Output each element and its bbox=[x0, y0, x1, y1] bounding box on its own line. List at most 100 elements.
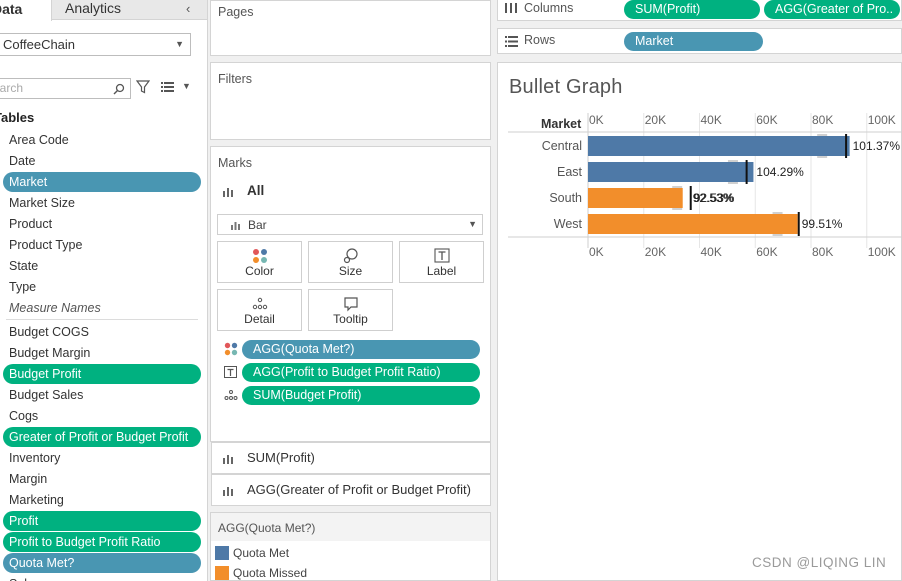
field-date[interactable]: Date bbox=[9, 154, 36, 168]
field-measure-names[interactable]: Measure Names bbox=[9, 301, 101, 315]
label-text-icon bbox=[224, 366, 237, 378]
x-tick-bottom: 40K bbox=[701, 245, 722, 259]
chevron-down-icon: ▼ bbox=[175, 39, 184, 49]
field-divider bbox=[6, 319, 198, 320]
bullet-chart[interactable]: Market 0K 0K 20K 20K 40K 40K 60K 60K 80K 80K 100K 10… bbox=[498, 63, 902, 581]
data-pane: Data Analytics ‹ CoffeeChain ▼ Search ▼ … bbox=[0, 0, 208, 581]
field-greater-of-profit-or-budget-profit[interactable]: Greater of Profit or Budget Profit bbox=[3, 427, 201, 447]
label-text-icon bbox=[434, 248, 450, 263]
marks-sum-profit-label: SUM(Profit) bbox=[247, 450, 315, 465]
legend-item[interactable]: Quota Missed bbox=[215, 565, 485, 581]
search-icon[interactable] bbox=[113, 83, 125, 95]
marks-greater-profit[interactable]: AGG(Greater of Profit or Budget Profit) bbox=[211, 474, 491, 506]
category-label: South bbox=[549, 191, 582, 205]
mark-type-label: Bar bbox=[248, 218, 267, 232]
x-tick-bottom: 80K bbox=[812, 245, 833, 259]
rows-shelf[interactable]: Rows Market bbox=[497, 28, 902, 54]
marks-pill-profit-ratio[interactable]: AGG(Profit to Budget Profit Ratio) bbox=[242, 363, 480, 382]
collapse-pane-icon[interactable]: ‹ bbox=[186, 1, 191, 16]
chevron-down-icon[interactable]: ▼ bbox=[182, 81, 191, 91]
x-tick-bottom: 60K bbox=[756, 245, 777, 259]
category-label: West bbox=[554, 217, 583, 231]
datasource-label: CoffeeChain bbox=[3, 37, 76, 52]
field-state[interactable]: State bbox=[9, 259, 39, 273]
columns-icon bbox=[505, 3, 517, 13]
field-cogs[interactable]: Cogs bbox=[9, 409, 39, 423]
sheet-title: Bullet Graph bbox=[509, 76, 623, 98]
view-toggle-icon[interactable] bbox=[161, 81, 175, 93]
bar-chart-icon bbox=[231, 222, 240, 230]
filters-card[interactable]: Filters bbox=[210, 62, 491, 140]
field-market-size[interactable]: Market Size bbox=[9, 196, 75, 210]
color-button[interactable]: Color bbox=[217, 241, 302, 283]
field-product[interactable]: Product bbox=[9, 217, 53, 231]
search-placeholder: Search bbox=[0, 81, 24, 95]
field-budget-sales[interactable]: Budget Sales bbox=[9, 388, 84, 402]
field-type[interactable]: Type bbox=[9, 280, 37, 294]
marks-sum-profit[interactable]: SUM(Profit) bbox=[211, 442, 491, 474]
color-dots-icon bbox=[253, 249, 267, 263]
legend-header[interactable]: AGG(Quota Met?) bbox=[211, 513, 490, 541]
field-area-code[interactable]: Area Code bbox=[9, 133, 69, 147]
color-dots-icon bbox=[224, 342, 238, 356]
x-tick-top: 40K bbox=[701, 113, 722, 127]
bar-west bbox=[588, 214, 798, 234]
detail-button[interactable]: Detail bbox=[217, 289, 302, 331]
size-button[interactable]: Size bbox=[308, 241, 393, 283]
x-tick-top: 100K bbox=[868, 113, 896, 127]
field-quota-met[interactable]: Quota Met? bbox=[3, 553, 201, 573]
field-marketing[interactable]: Marketing bbox=[9, 493, 64, 507]
detail-dots-icon bbox=[252, 297, 268, 310]
bar-south bbox=[588, 188, 683, 208]
row-header-label: Market bbox=[541, 117, 582, 131]
field-sales[interactable]: Sales bbox=[9, 574, 40, 581]
tab-analytics[interactable]: Analytics bbox=[65, 0, 122, 16]
datasource-select[interactable]: CoffeeChain ▼ bbox=[0, 33, 191, 56]
rows-pill-market[interactable]: Market bbox=[624, 32, 763, 51]
watermark: CSDN @LIQING LIN bbox=[752, 555, 887, 570]
legend-swatch bbox=[215, 546, 229, 560]
field-margin[interactable]: Margin bbox=[9, 472, 48, 486]
data-label: 92.53% bbox=[694, 191, 735, 205]
field-budget-margin[interactable]: Budget Margin bbox=[9, 346, 91, 360]
legend-swatch bbox=[215, 566, 229, 580]
mark-type-select[interactable]: Bar ▼ bbox=[217, 214, 483, 235]
field-budget-profit[interactable]: Budget Profit bbox=[3, 364, 201, 384]
x-tick-top: 80K bbox=[812, 113, 833, 127]
data-label: 101.37% bbox=[853, 139, 901, 153]
field-budget-cogs[interactable]: Budget COGS bbox=[9, 325, 89, 339]
columns-shelf[interactable]: Columns SUM(Profit) AGG(Greater of Pro.. bbox=[497, 0, 902, 21]
marks-all-label[interactable]: All bbox=[247, 183, 265, 198]
label-button[interactable]: Label bbox=[399, 241, 484, 283]
legend-label: Quota Met bbox=[233, 546, 290, 560]
size-button-label: Size bbox=[338, 264, 363, 278]
search-input[interactable]: Search bbox=[0, 78, 131, 99]
x-tick-bottom: 20K bbox=[645, 245, 666, 259]
pages-title: Pages bbox=[218, 5, 254, 19]
bar-chart-icon bbox=[223, 487, 233, 496]
x-tick-top: 0K bbox=[589, 113, 604, 127]
marks-pill-quota-met[interactable]: AGG(Quota Met?) bbox=[242, 340, 480, 359]
color-legend: AGG(Quota Met?) Quota Met Quota Missed bbox=[210, 512, 491, 581]
marks-title: Marks bbox=[218, 156, 253, 170]
tooltip-button-label: Tooltip bbox=[333, 312, 368, 326]
pages-card[interactable]: Pages bbox=[210, 0, 491, 56]
rows-icon bbox=[505, 36, 518, 47]
field-profit-to-budget-profit-ratio[interactable]: Profit to Budget Profit Ratio bbox=[3, 532, 201, 552]
x-tick-top: 60K bbox=[756, 113, 777, 127]
field-product-type[interactable]: Product Type bbox=[9, 238, 83, 252]
field-inventory[interactable]: Inventory bbox=[9, 451, 61, 465]
columns-pill-greater-profit[interactable]: AGG(Greater of Pro.. bbox=[764, 0, 900, 19]
label-button-label: Label bbox=[426, 264, 457, 278]
columns-label: Columns bbox=[524, 1, 574, 15]
tab-data[interactable]: Data bbox=[0, 0, 52, 21]
legend-item[interactable]: Quota Met bbox=[215, 545, 485, 561]
marks-pill-budget-profit[interactable]: SUM(Budget Profit) bbox=[242, 386, 480, 405]
filter-icon[interactable] bbox=[136, 80, 150, 94]
field-profit[interactable]: Profit bbox=[3, 511, 201, 531]
columns-pill-sum-profit[interactable]: SUM(Profit) bbox=[624, 0, 760, 19]
chevron-down-icon: ▼ bbox=[468, 219, 477, 229]
tooltip-button[interactable]: Tooltip bbox=[308, 289, 393, 331]
worksheet-view: Bullet Graph Market 0K 0K 20K 20K 40K 40K 60K 60… bbox=[497, 62, 902, 581]
field-market[interactable]: Market bbox=[3, 172, 201, 192]
